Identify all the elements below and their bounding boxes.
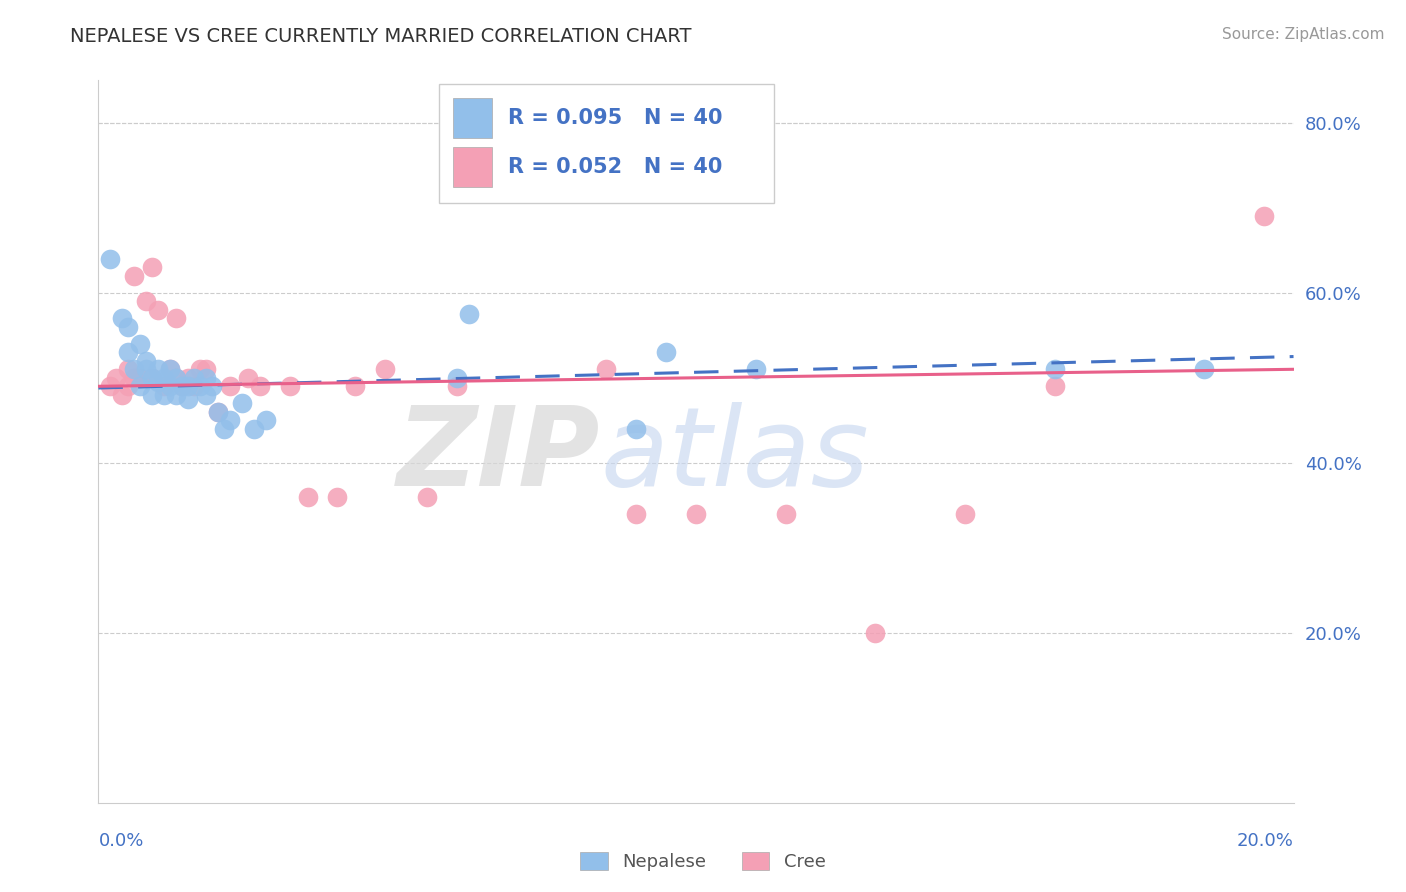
Point xyxy=(865,625,887,640)
Text: R = 0.052   N = 40: R = 0.052 N = 40 xyxy=(509,157,723,177)
Point xyxy=(236,371,259,385)
Point xyxy=(195,371,218,385)
Point xyxy=(775,507,797,521)
Point xyxy=(111,311,134,326)
Point xyxy=(111,388,134,402)
Point xyxy=(141,260,163,275)
Point xyxy=(953,507,976,521)
Point xyxy=(135,362,157,376)
Point xyxy=(105,371,128,385)
Point xyxy=(278,379,301,393)
Point xyxy=(183,379,205,393)
Point xyxy=(201,379,224,393)
Point xyxy=(98,379,122,393)
Point xyxy=(595,362,617,376)
Point xyxy=(249,379,271,393)
Point xyxy=(177,392,200,406)
Point xyxy=(326,490,349,504)
Text: NEPALESE VS CREE CURRENTLY MARRIED CORRELATION CHART: NEPALESE VS CREE CURRENTLY MARRIED CORRE… xyxy=(70,27,692,45)
Point xyxy=(159,362,181,376)
Point xyxy=(129,371,152,385)
Point xyxy=(219,413,242,427)
Point xyxy=(626,422,648,436)
FancyBboxPatch shape xyxy=(453,147,492,187)
Point xyxy=(172,379,194,393)
Point xyxy=(159,362,181,376)
Point xyxy=(165,388,187,402)
Point xyxy=(243,422,266,436)
Point xyxy=(446,379,468,393)
Point xyxy=(231,396,253,410)
Text: Source: ZipAtlas.com: Source: ZipAtlas.com xyxy=(1222,27,1385,42)
Point xyxy=(745,362,768,376)
Point xyxy=(153,388,176,402)
Point xyxy=(117,319,139,334)
Point xyxy=(374,362,396,376)
Point xyxy=(207,405,229,419)
Point xyxy=(1043,362,1066,376)
Point xyxy=(188,379,211,393)
Point xyxy=(98,252,122,266)
Point xyxy=(135,353,157,368)
Text: 0.0%: 0.0% xyxy=(98,831,143,850)
Point xyxy=(159,379,181,393)
Point xyxy=(685,507,707,521)
Point xyxy=(124,362,146,376)
FancyBboxPatch shape xyxy=(439,84,773,203)
Point xyxy=(129,379,152,393)
Point xyxy=(655,345,678,359)
Point xyxy=(153,371,176,385)
Point xyxy=(165,311,187,326)
Point xyxy=(153,379,176,393)
Point xyxy=(141,371,163,385)
Point xyxy=(172,379,194,393)
Point xyxy=(135,294,157,309)
Point xyxy=(117,345,139,359)
Point xyxy=(1253,209,1275,223)
Text: 20.0%: 20.0% xyxy=(1237,831,1294,850)
Point xyxy=(148,302,170,317)
Point xyxy=(1192,362,1215,376)
Text: ZIP: ZIP xyxy=(396,402,600,509)
Point xyxy=(141,388,163,402)
Point xyxy=(188,362,211,376)
Point xyxy=(254,413,277,427)
Point xyxy=(207,405,229,419)
Point xyxy=(165,371,187,385)
Point xyxy=(124,371,146,385)
Point xyxy=(458,307,481,321)
Text: atlas: atlas xyxy=(600,402,869,509)
Text: R = 0.095   N = 40: R = 0.095 N = 40 xyxy=(509,108,723,128)
Point xyxy=(195,388,218,402)
Point xyxy=(212,422,235,436)
Point xyxy=(117,379,139,393)
Point xyxy=(219,379,242,393)
Point xyxy=(117,362,139,376)
Point xyxy=(446,371,468,385)
Legend: Nepalese, Cree: Nepalese, Cree xyxy=(574,845,832,879)
Point xyxy=(141,371,163,385)
Point xyxy=(148,375,170,389)
FancyBboxPatch shape xyxy=(453,98,492,138)
Point xyxy=(124,268,146,283)
Point xyxy=(195,362,218,376)
Point xyxy=(177,379,200,393)
Point xyxy=(416,490,439,504)
Point xyxy=(183,371,205,385)
Point xyxy=(1043,379,1066,393)
Point xyxy=(626,507,648,521)
Point xyxy=(177,371,200,385)
Point xyxy=(344,379,367,393)
Point xyxy=(297,490,319,504)
Point xyxy=(165,371,187,385)
Point xyxy=(148,362,170,376)
Point xyxy=(129,336,152,351)
